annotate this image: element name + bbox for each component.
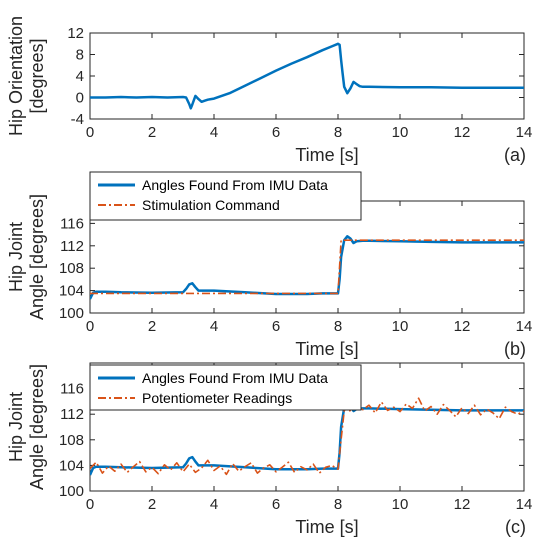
y-tick-label: 108	[59, 260, 84, 277]
series-line-1	[90, 42, 524, 110]
y-tick-label: 0	[76, 90, 84, 107]
y-tick-label: 12	[67, 25, 84, 42]
x-tick-label: 6	[272, 496, 280, 513]
series-line-2	[90, 239, 524, 295]
panel-label: (c)	[505, 517, 526, 537]
x-tick-label: 2	[148, 496, 156, 513]
y-tick-label: 100	[59, 483, 84, 500]
chart-panel-3: 0 2 4 6 8 10 12 14 100 104 108 112 116 Time [s] (c) Hip…	[6, 362, 533, 537]
panel-label: (b)	[504, 339, 526, 359]
legend-box	[89, 364, 362, 411]
y-tick-label: 104	[59, 457, 84, 474]
y-axis-label: Hip JointAngle [degrees]	[6, 364, 47, 490]
x-tick-label: 12	[454, 318, 471, 335]
x-tick-label: 0	[86, 496, 94, 513]
chart-panel-2: 0 2 4 6 8 10 12 14 100 104 108 112 116 Time [s] (b) Hip…	[6, 171, 533, 359]
series-line-2	[90, 397, 524, 476]
x-tick-label: 4	[210, 124, 218, 141]
x-tick-label: 14	[516, 496, 533, 513]
y-tick-label: 100	[59, 305, 84, 322]
x-tick-label: 10	[392, 318, 409, 335]
y-tick-label: 116	[60, 381, 84, 398]
x-tick-label: 6	[272, 124, 280, 141]
y-axis-label-line: Angle [degrees]	[27, 364, 47, 490]
y-tick-label: 108	[59, 432, 84, 449]
x-tick-label: 14	[516, 318, 533, 335]
x-tick-label: 8	[334, 496, 342, 513]
x-tick-label: 10	[392, 496, 409, 513]
y-tick-label: 112	[60, 238, 84, 255]
x-tick-label: 0	[86, 124, 94, 141]
x-tick-label: 0	[86, 318, 94, 335]
x-tick-label: 10	[392, 124, 409, 141]
legend-entry: Potentiometer Readings	[142, 390, 292, 406]
x-axis-label: Time [s]	[295, 339, 358, 359]
x-tick-label: 12	[454, 496, 471, 513]
y-axis-label-line: Hip Orientation	[6, 16, 26, 136]
y-axis-label: Hip Orientation[degrees]	[6, 16, 47, 136]
y-tick-label: 8	[76, 47, 84, 64]
x-tick-label: 12	[454, 124, 471, 141]
x-axis-label: Time [s]	[295, 145, 358, 165]
legend-box	[89, 171, 362, 221]
y-tick-label: 104	[59, 283, 84, 300]
y-axis-label-line: Hip Joint	[6, 392, 26, 462]
x-axis-label: Time [s]	[295, 517, 358, 537]
y-axis-label-line: Angle [degrees]	[27, 194, 47, 320]
x-tick-label: 8	[334, 124, 342, 141]
y-axis-label-line: Hip Joint	[6, 222, 26, 292]
x-tick-label: 8	[334, 318, 342, 335]
legend-entry: Stimulation Command	[142, 197, 280, 213]
x-tick-label: 4	[210, 318, 218, 335]
x-tick-label: 6	[272, 318, 280, 335]
x-tick-label: 2	[148, 318, 156, 335]
y-axis-label-line: [degrees]	[27, 38, 47, 113]
y-tick-label: 112	[60, 406, 84, 423]
plot-area	[89, 32, 525, 120]
y-axis-label: Hip JointAngle [degrees]	[6, 194, 47, 320]
panel-label: (a)	[504, 145, 526, 165]
y-tick-label: 116	[60, 215, 84, 232]
x-tick-label: 14	[516, 124, 533, 141]
x-tick-label: 2	[148, 124, 156, 141]
x-tick-label: 4	[210, 496, 218, 513]
y-tick-label: 4	[76, 68, 84, 85]
legend-entry: Angles Found From IMU Data	[142, 370, 328, 386]
legend-entry: Angles Found From IMU Data	[142, 177, 328, 193]
y-tick-label: -4	[71, 111, 84, 128]
